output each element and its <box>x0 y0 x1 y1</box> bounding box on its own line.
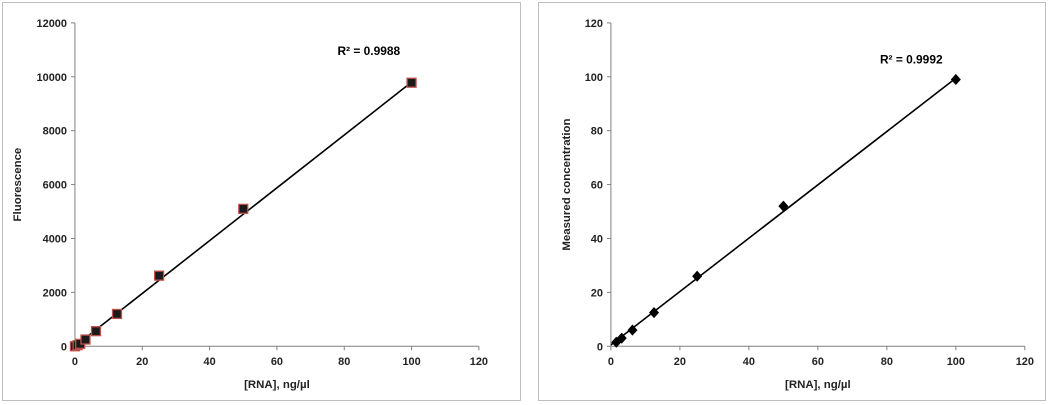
x-tick-label: 100 <box>947 356 965 368</box>
data-point-diamond <box>616 332 627 344</box>
y-tick-label: 80 <box>591 126 603 138</box>
data-point-diamond <box>649 307 660 319</box>
x-tick-label: 120 <box>1016 356 1034 368</box>
y-tick-label: 0 <box>597 341 603 353</box>
y-tick-label: 100 <box>585 72 603 84</box>
x-tick-label: 20 <box>674 356 686 368</box>
data-point-diamond <box>692 270 703 282</box>
y-tick-label: 12000 <box>37 18 67 30</box>
r-squared-label: R² = 0.9988 <box>338 44 401 58</box>
y-tick-label: 40 <box>591 233 603 245</box>
data-point-square <box>238 203 249 214</box>
y-tick-label: 120 <box>585 18 603 30</box>
data-point-square <box>80 334 91 345</box>
data-point-diamond <box>778 200 789 212</box>
data-point-diamond <box>627 324 638 336</box>
x-tick-label: 60 <box>812 356 824 368</box>
y-tick-label: 10000 <box>37 72 67 84</box>
x-axis-title: [RNA], ng/µl <box>785 379 851 391</box>
y-tick-label: 0 <box>61 341 67 353</box>
y-tick-label: 2000 <box>43 287 67 299</box>
y-tick-label: 4000 <box>43 233 67 245</box>
data-point-square <box>153 270 165 281</box>
measured-concentration-chart-svg: 0 20 40 60 80 100 120 0 20 40 60 80 100 120 [RNA], ng/… <box>561 18 1034 391</box>
y-tick-label: 8000 <box>43 126 67 138</box>
y-tick-label: 20 <box>591 287 603 299</box>
trendline <box>74 81 413 347</box>
x-tick-label: 0 <box>608 356 614 368</box>
data-point-square <box>111 308 123 320</box>
x-tick-label: 120 <box>470 356 488 368</box>
x-tick-label: 40 <box>743 356 755 368</box>
y-tick-label: 60 <box>591 180 603 192</box>
y-axis-title: Fluorescence <box>12 148 24 222</box>
x-tick-label: 40 <box>204 356 216 368</box>
x-tick-label: 0 <box>72 356 78 368</box>
r-squared-label: R² = 0.9992 <box>880 52 943 66</box>
x-tick-label: 80 <box>881 356 893 368</box>
x-tick-label: 20 <box>136 356 148 368</box>
data-point-square <box>406 77 417 88</box>
fluorescence-chart-svg: 0 2000 4000 6000 8000 10000 12000 0 20 40 60 80 100 1… <box>12 18 488 391</box>
x-tick-label: 60 <box>271 356 283 368</box>
chart-panel-fluorescence: 0 2000 4000 6000 8000 10000 12000 0 20 40 60 80 100 1… <box>2 2 521 401</box>
data-point-diamond <box>950 73 961 86</box>
x-axis-title: [RNA], ng/µl <box>244 379 310 391</box>
chart-panel-measured-concentration: 0 20 40 60 80 100 120 0 20 40 60 80 100 120 [RNA], ng/… <box>538 2 1046 401</box>
y-tick-label: 6000 <box>43 180 67 192</box>
x-tick-label: 80 <box>338 356 350 368</box>
x-tick-label: 100 <box>402 356 420 368</box>
y-axis-title: Measured concentration <box>561 118 573 250</box>
data-point-square <box>90 326 102 337</box>
